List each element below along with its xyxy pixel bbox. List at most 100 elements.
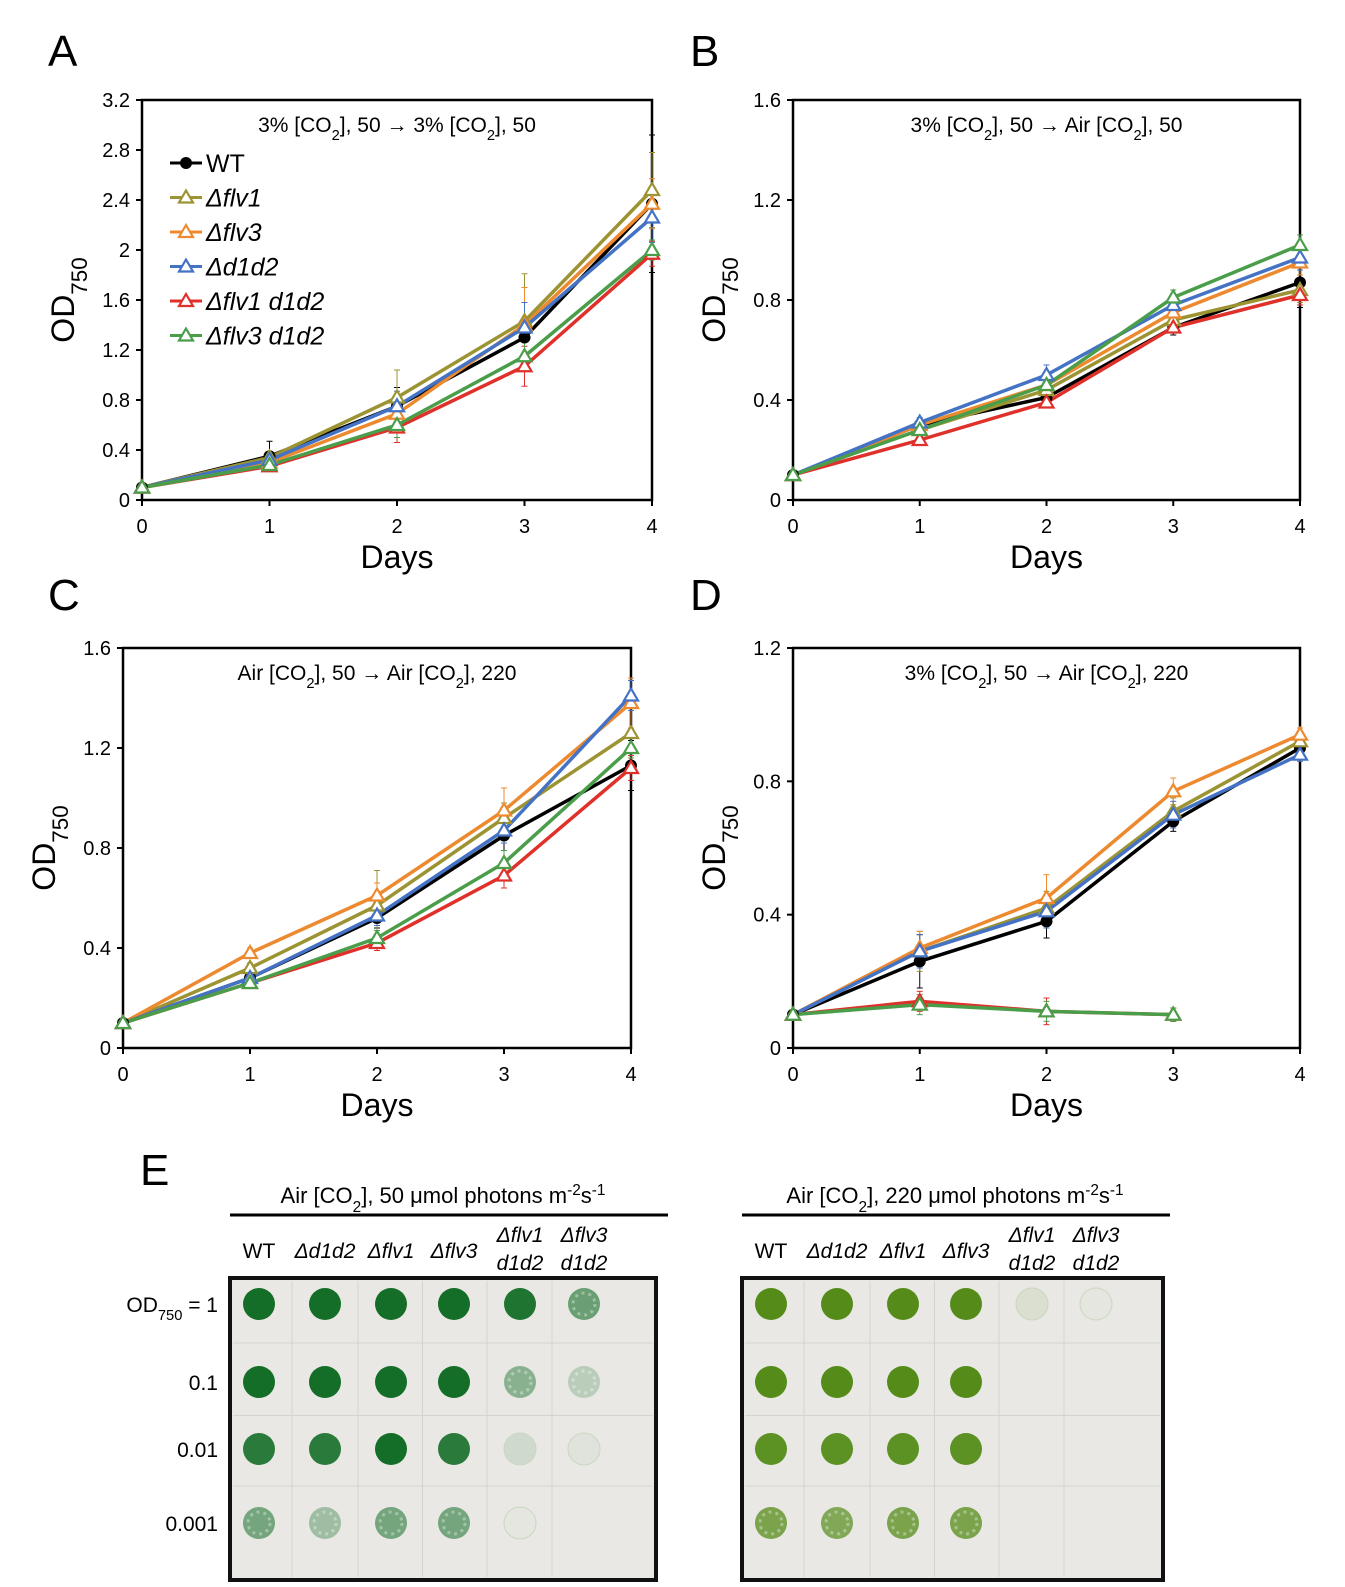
panel-letter-b: B [690,27,719,76]
y-tick-label: 1.6 [102,290,130,312]
data-point [1037,1002,1056,1018]
legend-marker [177,188,195,204]
data-point [1291,235,1309,252]
colony-spot [755,1366,787,1398]
data-point [241,943,259,960]
x-tick-label: 2 [1041,516,1052,538]
colony-spot [243,1366,275,1398]
colony-spot [821,1288,853,1320]
chart-title: 3% [CO2], 50 → 3% [CO2], 50 [258,114,536,144]
data-point [515,347,534,363]
legend-item-delta-d1d2: Δd1d2 [170,254,278,282]
column-header-line2: d1d2 [561,1252,608,1275]
colony-spot [568,1288,600,1320]
colony-spot [950,1366,982,1398]
legend-marker [177,291,195,308]
y-tick-label: 1.6 [753,90,781,112]
colony-speckle [378,1510,404,1536]
series-line [792,1002,1174,1017]
x-tick-label: 4 [1294,516,1305,538]
y-tick-label: 0.8 [102,390,130,412]
data-point [1037,375,1056,392]
dilution-label: OD750 = 1 [126,1294,218,1324]
column-header: Δflv1 [367,1240,415,1263]
dilution-label: 0.1 [189,1372,218,1395]
y-axis-title: OD750 [26,805,73,890]
y-tick-label: 0 [770,490,781,512]
colony-spot [309,1288,341,1320]
data-point [622,723,640,740]
data-point [515,318,534,334]
y-tick-label: 1.2 [753,190,781,212]
data-point [368,886,386,902]
data-point [910,430,929,447]
x-tick-label: 0 [787,516,798,538]
chart-title: 3% [CO2], 50 → Air [CO2], 50 [911,114,1183,144]
plate-title: Air [CO2], 50 μmol photons m-2s-1 [281,1182,606,1216]
colony-spot [821,1507,853,1539]
x-tick-label: 3 [1168,516,1179,538]
colony-spot [887,1433,919,1465]
colony-spot [568,1366,600,1398]
data-point [913,955,926,968]
colony-spot [503,1432,537,1466]
colony-spot [821,1433,853,1465]
column-header: Δflv3 [560,1224,608,1247]
panel-letter-c: C [48,571,80,620]
data-point [622,686,640,702]
legend: WT Δflv1 Δflv3 Δd1d2 Δflv1 d1d2 Δflv3 d1d2 [170,150,324,351]
y-tick-label: 0.4 [83,938,111,960]
panel-letter-e: E [140,1146,169,1195]
x-tick-label: 1 [914,516,925,538]
column-header: WT [243,1240,276,1263]
x-tick-label: 1 [244,1064,255,1086]
y-tick-label: 2.8 [102,140,130,162]
colony-speckle [441,1510,467,1536]
column-header-line2: d1d2 [1073,1252,1120,1275]
column-header-line2: d1d2 [1009,1252,1056,1275]
data-point [622,693,640,710]
x-tick-label: 1 [914,1064,925,1086]
y-axis-title: OD750 [696,257,743,342]
data-point [1291,745,1309,761]
y-tick-label: 0 [119,490,130,512]
data-point [1164,805,1183,821]
data-point [784,1005,802,1021]
data-point [1164,288,1183,304]
chart-title: Air [CO2], 50 → Air [CO2], 220 [238,662,517,692]
colony-spot [887,1288,919,1320]
colony-spot [887,1507,919,1539]
data-point [1037,902,1056,918]
colony-speckle [246,1510,272,1536]
y-tick-label: 2 [119,240,130,262]
data-point [495,801,513,817]
data-point [388,397,406,413]
data-point [1040,915,1053,928]
colony-spot [887,1366,919,1398]
y-tick-label: 0 [770,1038,781,1060]
data-point [910,420,929,437]
y-tick-label: 0.8 [753,771,781,793]
column-header: WT [755,1240,788,1263]
data-point [910,942,929,958]
data-point [368,906,386,922]
legend-item-delta-flv1-d1d2: Δflv1 d1d2 [170,288,324,316]
y-tick-label: 0.4 [753,905,781,927]
x-tick-label: 2 [391,516,402,538]
markers-delta-flv3-d1d2 [784,235,1309,482]
x-axis-title: Days [1010,539,1083,575]
colony-spot [1079,1287,1113,1321]
colony-speckle [890,1510,916,1536]
data-point [495,853,513,870]
data-point [495,821,513,837]
colony-speckle [953,1510,979,1536]
legend-item-delta-flv3-d1d2: Δflv3 d1d2 [170,323,324,351]
panel-letter-d: D [690,571,722,620]
legend-marker [177,222,195,239]
legend-label: WT [206,150,245,178]
data-point [114,1013,132,1030]
x-axis-title: Days [1010,1087,1083,1123]
data-point [518,331,531,344]
data-point [643,208,661,224]
